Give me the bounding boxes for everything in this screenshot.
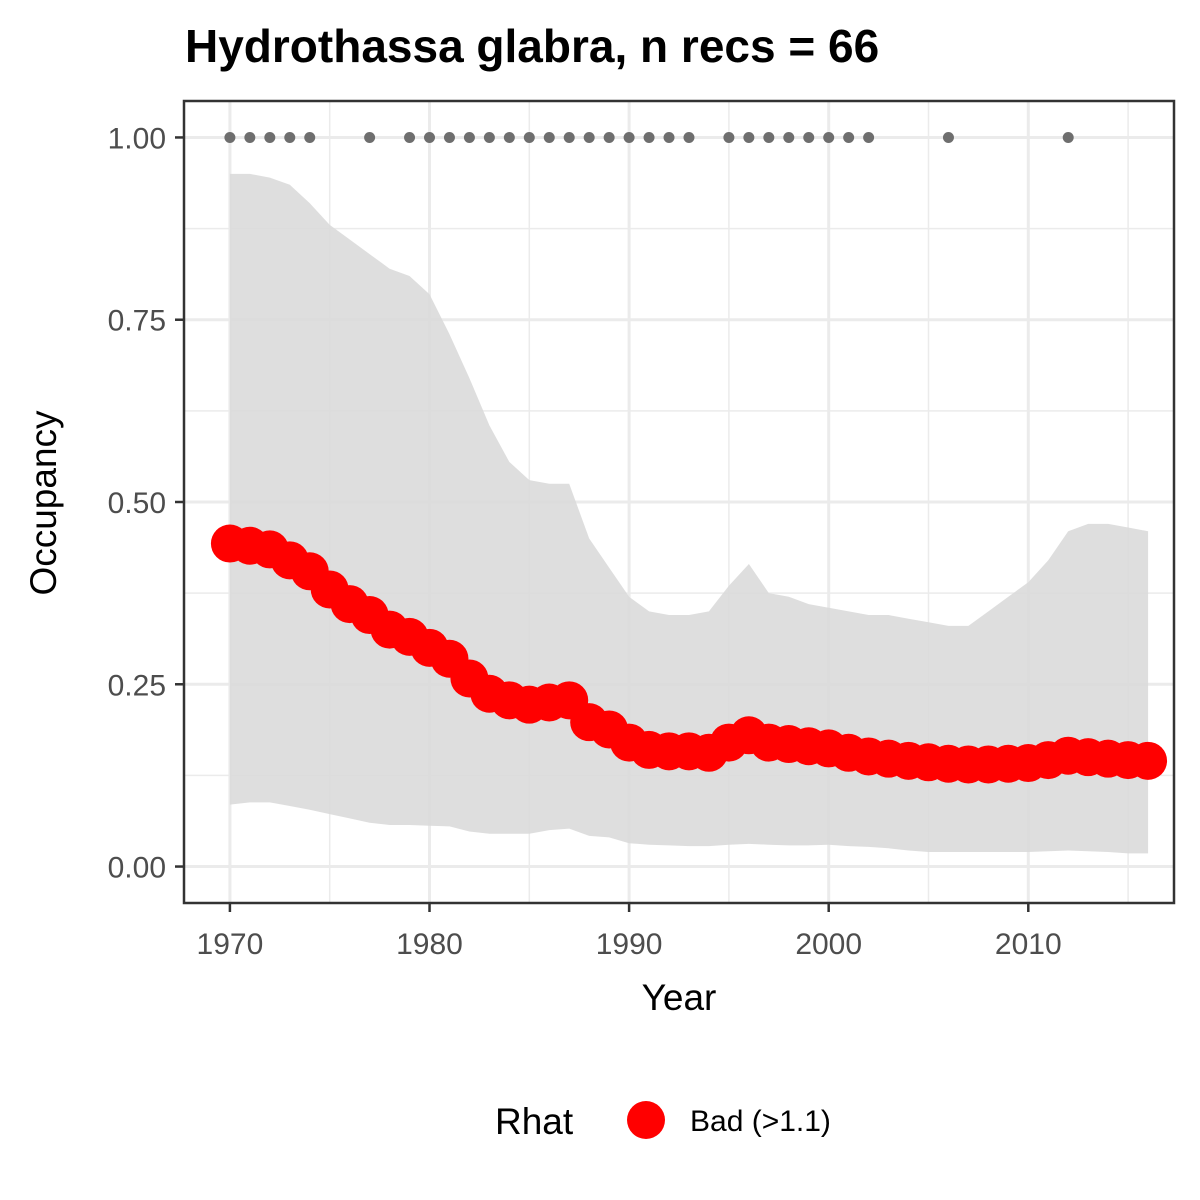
record-point xyxy=(603,131,615,143)
record-point xyxy=(443,131,455,143)
record-point xyxy=(743,131,755,143)
record-point xyxy=(643,131,655,143)
x-tick-label: 2000 xyxy=(795,928,862,961)
record-point xyxy=(863,131,875,143)
y-tick-label: 0.50 xyxy=(108,487,166,520)
occupancy-point xyxy=(1129,741,1168,780)
record-point xyxy=(1062,131,1074,143)
record-point xyxy=(583,131,595,143)
x-axis-title: Year xyxy=(642,977,717,1018)
record-point xyxy=(503,131,515,143)
record-point xyxy=(483,131,495,143)
record-point xyxy=(264,131,276,143)
legend: Rhat Bad (>1.1) xyxy=(495,1101,831,1142)
record-point xyxy=(823,131,835,143)
x-tick-label: 1980 xyxy=(396,928,463,961)
chart-title: Hydrothassa glabra, n recs = 66 xyxy=(185,20,879,72)
record-point xyxy=(763,131,775,143)
record-point xyxy=(244,131,256,143)
record-point xyxy=(404,131,416,143)
record-point xyxy=(563,131,575,143)
record-point xyxy=(623,131,635,143)
y-axis-title: Occupancy xyxy=(23,410,64,596)
record-point xyxy=(224,131,236,143)
record-point xyxy=(723,131,735,143)
record-point xyxy=(942,131,954,143)
record-point xyxy=(364,131,376,143)
legend-label-bad: Bad (>1.1) xyxy=(690,1105,831,1138)
y-tick-label: 0.25 xyxy=(108,669,166,702)
record-point xyxy=(663,131,675,143)
record-point xyxy=(843,131,855,143)
record-point xyxy=(783,131,795,143)
record-point xyxy=(523,131,535,143)
y-tick-label: 0.75 xyxy=(108,305,166,338)
legend-title: Rhat xyxy=(495,1101,574,1142)
record-point xyxy=(424,131,436,143)
record-point xyxy=(543,131,555,143)
record-point xyxy=(803,131,815,143)
record-point xyxy=(683,131,695,143)
y-tick-label: 1.00 xyxy=(108,122,166,155)
x-tick-label: 1990 xyxy=(596,928,663,961)
plot-area: 0.00 0.25 0.50 0.75 1.00 1970 1980 1990 2000 2010 xyxy=(108,99,1176,961)
record-point xyxy=(304,131,316,143)
x-tick-label: 2010 xyxy=(995,928,1062,961)
legend-key-bad xyxy=(627,1101,665,1139)
record-point xyxy=(463,131,475,143)
record-point xyxy=(284,131,296,143)
x-tick-label: 1970 xyxy=(197,928,264,961)
y-tick-label: 0.00 xyxy=(108,852,166,885)
